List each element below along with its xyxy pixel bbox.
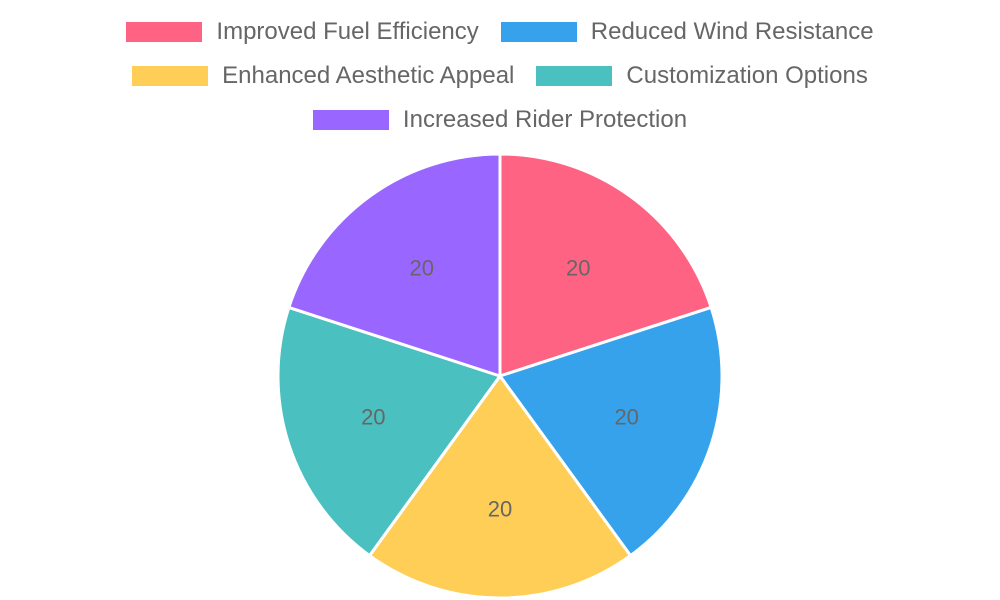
legend-swatch — [536, 66, 613, 86]
data-label-increased-rider-protection: 20 — [409, 256, 433, 281]
legend: Improved Fuel Efficiency Reduced Wind Re… — [0, 10, 1000, 142]
legend-swatch — [132, 66, 209, 86]
legend-label: Increased Rider Protection — [402, 106, 688, 133]
legend-row-1: Improved Fuel Efficiency Reduced Wind Re… — [0, 10, 1000, 54]
legend-item-improved-fuel-efficiency[interactable]: Improved Fuel Efficiency — [126, 18, 479, 45]
data-label-customization-options: 20 — [361, 405, 385, 430]
data-label-reduced-wind-resistance: 20 — [614, 405, 638, 430]
legend-item-reduced-wind-resistance[interactable]: Reduced Wind Resistance — [500, 18, 874, 45]
pie-slice-enhanced-aesthetic-appeal[interactable] — [368, 374, 632, 600]
legend-swatch — [312, 110, 389, 130]
legend-label: Reduced Wind Resistance — [590, 18, 874, 45]
legend-item-customization-options[interactable]: Customization Options — [536, 62, 868, 89]
pie-slices — [276, 152, 724, 600]
pie-slice-increased-rider-protection[interactable] — [287, 152, 502, 378]
legend-row-3: Increased Rider Protection — [0, 98, 1000, 142]
pie-slice-improved-fuel-efficiency[interactable] — [498, 152, 713, 378]
legend-label: Customization Options — [626, 62, 868, 89]
legend-row-2: Enhanced Aesthetic Appeal Customization … — [0, 54, 1000, 98]
legend-swatch — [500, 22, 577, 42]
pie-slice-reduced-wind-resistance[interactable] — [498, 305, 724, 558]
pie-data-labels: 20 20 20 20 20 — [361, 256, 639, 522]
legend-item-increased-rider-protection[interactable]: Increased Rider Protection — [312, 106, 688, 133]
legend-item-enhanced-aesthetic-appeal[interactable]: Enhanced Aesthetic Appeal — [132, 64, 514, 88]
data-label-enhanced-aesthetic-appeal: 20 — [488, 497, 512, 522]
legend-label: Improved Fuel Efficiency — [216, 18, 479, 45]
data-label-improved-fuel-efficiency: 20 — [566, 256, 590, 281]
legend-swatch — [126, 22, 203, 42]
legend-label: Enhanced Aesthetic Appeal — [222, 62, 515, 89]
pie-slice-customization-options[interactable] — [276, 305, 502, 558]
